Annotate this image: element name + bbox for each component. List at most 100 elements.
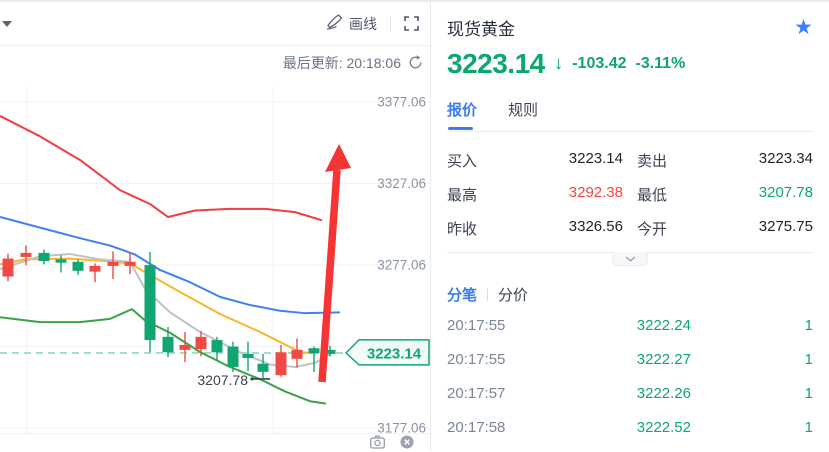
favorite-star-icon[interactable]: ★: [794, 16, 813, 39]
quote-panel: 现货黄金 ★ 3223.14 ↓ -103.42 -3.11% 报价 规则 买入…: [431, 2, 829, 450]
tick-price: 3222.26: [636, 384, 691, 402]
tick-row: 20:17:57 3222.26 1: [447, 376, 813, 410]
y-axis-label: 3177.06: [377, 421, 426, 436]
quote-label: 卖出: [637, 153, 668, 170]
tick-time: 20:17:57: [447, 384, 506, 402]
price-change: -103.42: [572, 55, 627, 72]
quote-label: 最高: [447, 187, 478, 204]
tick-time: 20:17:58: [447, 418, 506, 436]
current-price-tag-text: 3223.14: [367, 345, 422, 362]
tick-row: 20:17:55 3222.24 1: [447, 308, 813, 342]
candle: [227, 346, 239, 367]
candlestick-chart[interactable]: 3207.783377.063327.063277.063227.063177.…: [0, 2, 431, 452]
quote-value: 3223.34: [758, 150, 813, 167]
quote-label: 昨收: [447, 221, 478, 238]
quote-value: 3275.75: [758, 218, 813, 235]
down-arrow-icon: ↓: [553, 53, 564, 74]
tick-row: 20:17:58 3222.52 1: [447, 410, 813, 444]
candle: [2, 258, 14, 277]
quote-value: 3292.38: [568, 184, 623, 201]
ma-line-yellow: [0, 257, 317, 355]
tab-price-distribution[interactable]: 分价: [498, 287, 529, 304]
candle: [55, 259, 67, 263]
drawn-arrow-head[interactable]: [325, 144, 351, 172]
ma-line-blue: [0, 216, 341, 315]
tick-vol: 1: [804, 350, 813, 368]
y-axis-label: 3327.06: [377, 176, 426, 191]
candle: [38, 252, 50, 262]
ma-line-green: [0, 308, 327, 405]
tick-time: 20:17:55: [447, 350, 506, 368]
low-marker-dot: [250, 377, 254, 381]
tab-tick-list[interactable]: 分笔: [447, 287, 478, 304]
candle: [324, 349, 336, 354]
candle: [211, 340, 223, 353]
quote-value: 3223.14: [568, 150, 623, 167]
tick-vol: 1: [804, 316, 813, 334]
quote-value: 3207.78: [758, 184, 813, 201]
symbol-dropdown-caret[interactable]: [2, 20, 12, 27]
tick-price: 3222.52: [636, 418, 691, 436]
screenshot-button[interactable]: [370, 435, 385, 449]
current-price-tag: [344, 339, 430, 366]
candle: [107, 261, 119, 266]
y-axis-label: 3277.06: [377, 258, 426, 273]
tick-price: 3222.24: [636, 316, 691, 334]
candle: [144, 265, 156, 341]
toolbar-separator: [390, 16, 391, 31]
tick-list: 20:17:55 3222.24 1 20:17:55 3222.27 1 20:17:57…: [447, 308, 813, 444]
close-chart-button[interactable]: [400, 435, 414, 449]
candle: [242, 353, 254, 359]
tab-rules[interactable]: 规则: [508, 102, 539, 119]
tick-vol: 1: [804, 418, 813, 436]
ma-line-red: [0, 115, 323, 222]
quote-value: 3326.56: [568, 218, 623, 235]
fullscreen-button[interactable]: [404, 16, 419, 31]
ma-line-gray: [0, 253, 333, 368]
candle: [275, 352, 287, 376]
tick-row: 20:17:55 3222.27 1: [447, 342, 813, 376]
candle: [195, 336, 207, 350]
quote-label: 最低: [637, 187, 668, 204]
instrument-title: 现货黄金: [447, 20, 515, 39]
drawn-arrow-shaft[interactable]: [318, 169, 341, 383]
camera-icon: [370, 435, 385, 449]
candle: [89, 265, 101, 272]
candle: [179, 344, 191, 350]
price-row: 3223.14 ↓ -103.42 -3.11%: [447, 48, 813, 80]
fullscreen-icon: [404, 16, 419, 31]
y-axis-label: 3377.06: [377, 95, 426, 110]
candle: [291, 349, 303, 359]
quote-label: 今开: [637, 221, 668, 238]
draw-line-label: 画线: [349, 15, 377, 32]
chart-toolbar: 画线: [0, 2, 430, 46]
refresh-button[interactable]: [408, 55, 423, 70]
quote-grid: 买入 3223.14 卖出 3223.34 最高 3292.38 最低 3207.78 昨收 33…: [447, 150, 813, 239]
draw-line-button[interactable]: 画线: [326, 14, 377, 34]
candle: [308, 348, 320, 354]
candle: [124, 261, 136, 266]
pen-icon: [326, 14, 343, 33]
quote-label: 买入: [447, 153, 478, 170]
low-price-label: 3207.78: [197, 372, 248, 388]
candle: [257, 363, 269, 372]
candle: [162, 336, 174, 353]
candle: [72, 261, 84, 271]
chart-pane: 3207.783377.063327.063277.063227.063177.…: [0, 2, 431, 450]
quote-tabs: 报价 规则: [447, 99, 813, 132]
tick-time: 20:17:55: [447, 316, 506, 334]
collapse-row: [447, 252, 813, 268]
tick-vol: 1: [804, 384, 813, 402]
price-change-pct: -3.11%: [635, 55, 686, 72]
tab-quote[interactable]: 报价: [447, 99, 477, 131]
refresh-icon: [409, 55, 422, 69]
chevron-down-icon: [625, 255, 635, 262]
close-circle-icon: [400, 435, 414, 449]
last-update-text: 最后更新: 20:18:06: [282, 54, 401, 71]
last-update-row: 最后更新: 20:18:06: [0, 46, 430, 79]
instrument-header: 现货黄金 ★: [447, 15, 813, 40]
chart-bottom-bar: [0, 433, 430, 450]
collapse-quotes-button[interactable]: [612, 252, 648, 266]
last-price: 3223.14: [447, 48, 545, 79]
